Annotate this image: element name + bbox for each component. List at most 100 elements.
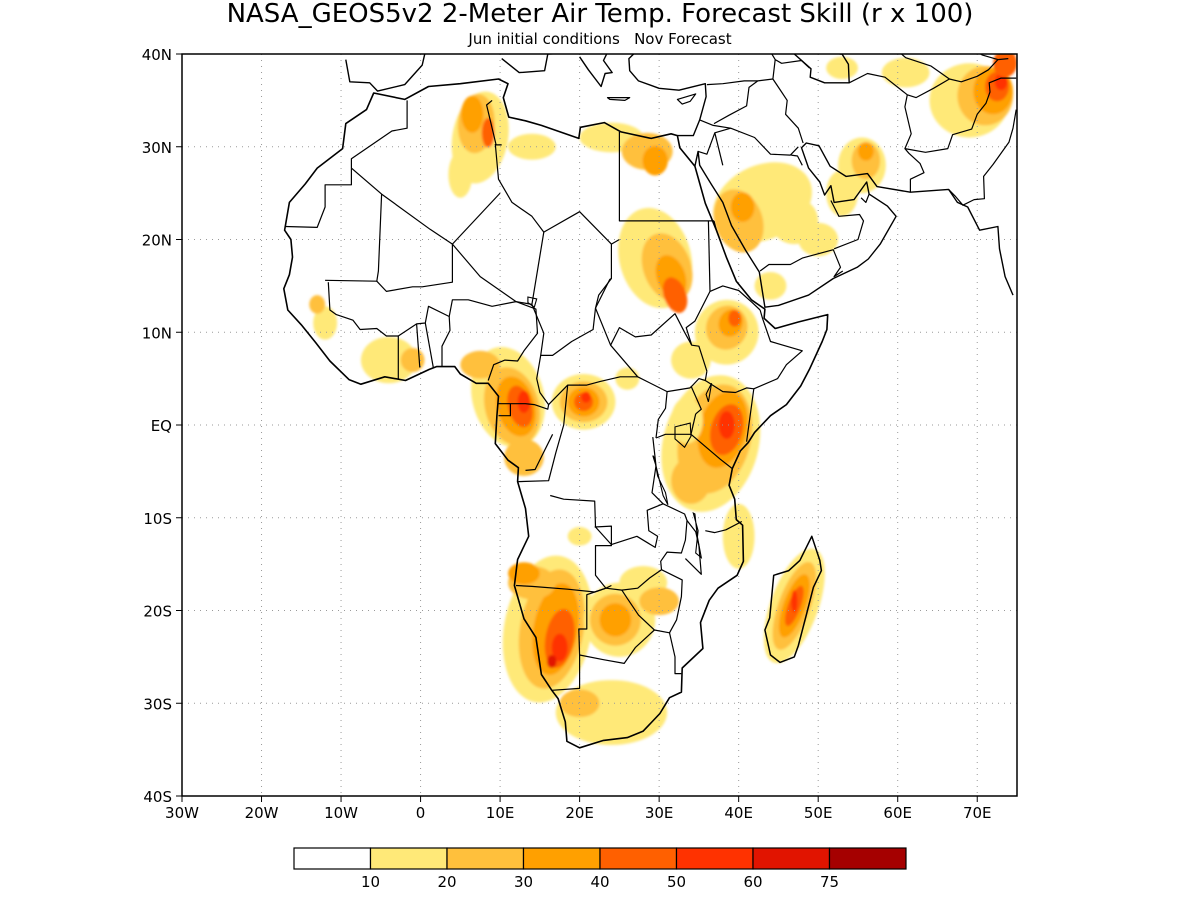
country-border bbox=[848, 58, 1009, 99]
skill-contour-blob bbox=[642, 145, 668, 176]
chart-title: NASA_GEOS5v2 2-Meter Air Temp. Forecast … bbox=[227, 0, 974, 29]
country-border bbox=[618, 131, 714, 222]
skill-contour-blob bbox=[728, 309, 742, 327]
colorbar-label: 60 bbox=[743, 873, 762, 891]
skill-contour-blob bbox=[360, 336, 417, 384]
colorbar-label: 40 bbox=[590, 873, 609, 891]
skill-contour-blob bbox=[309, 295, 326, 314]
lake-outline bbox=[652, 455, 669, 506]
tick-label-lon: 20W bbox=[245, 804, 279, 822]
colorbar-swatch bbox=[446, 847, 525, 870]
country-border bbox=[376, 244, 453, 292]
tick-label-lon: 0 bbox=[416, 804, 426, 822]
country-border bbox=[979, 54, 999, 61]
country-border bbox=[531, 304, 597, 356]
country-border bbox=[518, 385, 569, 483]
tick-label-lat: 40N bbox=[142, 46, 172, 64]
colorbar-swatch bbox=[293, 847, 372, 870]
lake-outline bbox=[692, 511, 703, 559]
coastline bbox=[283, 78, 829, 749]
country-border bbox=[707, 220, 711, 292]
colorbar-label: 50 bbox=[667, 873, 686, 891]
map-plot-area bbox=[182, 54, 1017, 796]
skill-contour-blob bbox=[551, 633, 568, 662]
coastline bbox=[606, 97, 631, 101]
colorbar-swatch bbox=[675, 847, 754, 870]
country-border bbox=[689, 371, 708, 389]
colorbar-label: 20 bbox=[437, 873, 456, 891]
country-border bbox=[448, 299, 539, 381]
country-border bbox=[685, 285, 761, 372]
tick-label-lon: 10E bbox=[486, 804, 515, 822]
lake-outline bbox=[705, 383, 713, 402]
country-border bbox=[668, 632, 682, 675]
tick-label-lon: 70E bbox=[963, 804, 992, 822]
country-border bbox=[551, 503, 688, 691]
coastline bbox=[579, 54, 613, 88]
country-border bbox=[904, 94, 925, 193]
skill-contour-blob bbox=[857, 142, 874, 161]
tick-label-lat: 10N bbox=[142, 324, 172, 342]
country-border bbox=[494, 143, 545, 233]
colorbar-swatch bbox=[828, 847, 907, 870]
colorbar-label: 30 bbox=[514, 873, 533, 891]
country-border bbox=[713, 220, 717, 231]
skill-contour-blob bbox=[615, 367, 640, 390]
country-border bbox=[325, 194, 383, 282]
country-border bbox=[611, 238, 620, 245]
country-border bbox=[351, 167, 691, 393]
coastline bbox=[764, 535, 823, 664]
tick-label-lon: 40E bbox=[724, 804, 753, 822]
skill-contour-blob bbox=[671, 341, 711, 379]
country-border bbox=[579, 629, 655, 664]
colorbar-label: 10 bbox=[361, 873, 380, 891]
colorbar-swatch bbox=[522, 847, 601, 870]
skill-contour-blob bbox=[508, 562, 540, 585]
country-border bbox=[860, 193, 870, 203]
country-border bbox=[706, 78, 804, 144]
skill-contour-blob bbox=[718, 411, 735, 439]
tick-label-lon: 30E bbox=[645, 804, 674, 822]
country-border bbox=[610, 313, 693, 346]
skill-contour-blob bbox=[448, 151, 473, 198]
tick-label-lat: EQ bbox=[151, 417, 172, 435]
country-border bbox=[713, 80, 759, 125]
coastline bbox=[628, 54, 707, 137]
country-border bbox=[451, 192, 501, 245]
tick-label-lon: 30W bbox=[165, 804, 199, 822]
tick-label-lat: 30N bbox=[142, 139, 172, 157]
country-border bbox=[690, 413, 697, 435]
tick-label-lat: 20S bbox=[143, 603, 172, 621]
tick-label-lon: 20E bbox=[565, 804, 594, 822]
tick-label-lat: 40S bbox=[143, 788, 172, 806]
colorbar-swatch bbox=[369, 847, 448, 870]
skill-contour-blob bbox=[567, 527, 592, 546]
colorbar-swatch bbox=[599, 847, 678, 870]
country-border bbox=[515, 584, 612, 593]
country-border bbox=[525, 434, 554, 471]
country-border bbox=[548, 376, 638, 406]
skill-contour-blob bbox=[730, 192, 755, 222]
coastline bbox=[676, 93, 697, 105]
skill-contour-blob bbox=[547, 655, 557, 669]
skill-contour-blob bbox=[639, 587, 680, 616]
country-border bbox=[550, 437, 664, 548]
country-border bbox=[655, 391, 668, 439]
skill-contour-blob bbox=[671, 457, 711, 504]
colorbar-label: 75 bbox=[820, 873, 839, 891]
tick-label-lon: 50E bbox=[804, 804, 833, 822]
country-border bbox=[759, 249, 844, 278]
country-border bbox=[416, 323, 421, 368]
country-border bbox=[424, 322, 434, 368]
country-border bbox=[791, 154, 803, 166]
tick-label-lat: 10S bbox=[143, 510, 172, 528]
country-border bbox=[948, 109, 1017, 206]
skill-contours bbox=[309, 54, 1017, 745]
skill-contour-blob bbox=[460, 350, 501, 379]
country-border bbox=[690, 385, 702, 415]
coastline bbox=[694, 142, 1014, 308]
skill-contour-blob bbox=[881, 57, 930, 88]
country-border bbox=[498, 355, 550, 410]
skill-contour-blob bbox=[504, 438, 544, 477]
tick-label-lat: 30S bbox=[143, 695, 172, 713]
